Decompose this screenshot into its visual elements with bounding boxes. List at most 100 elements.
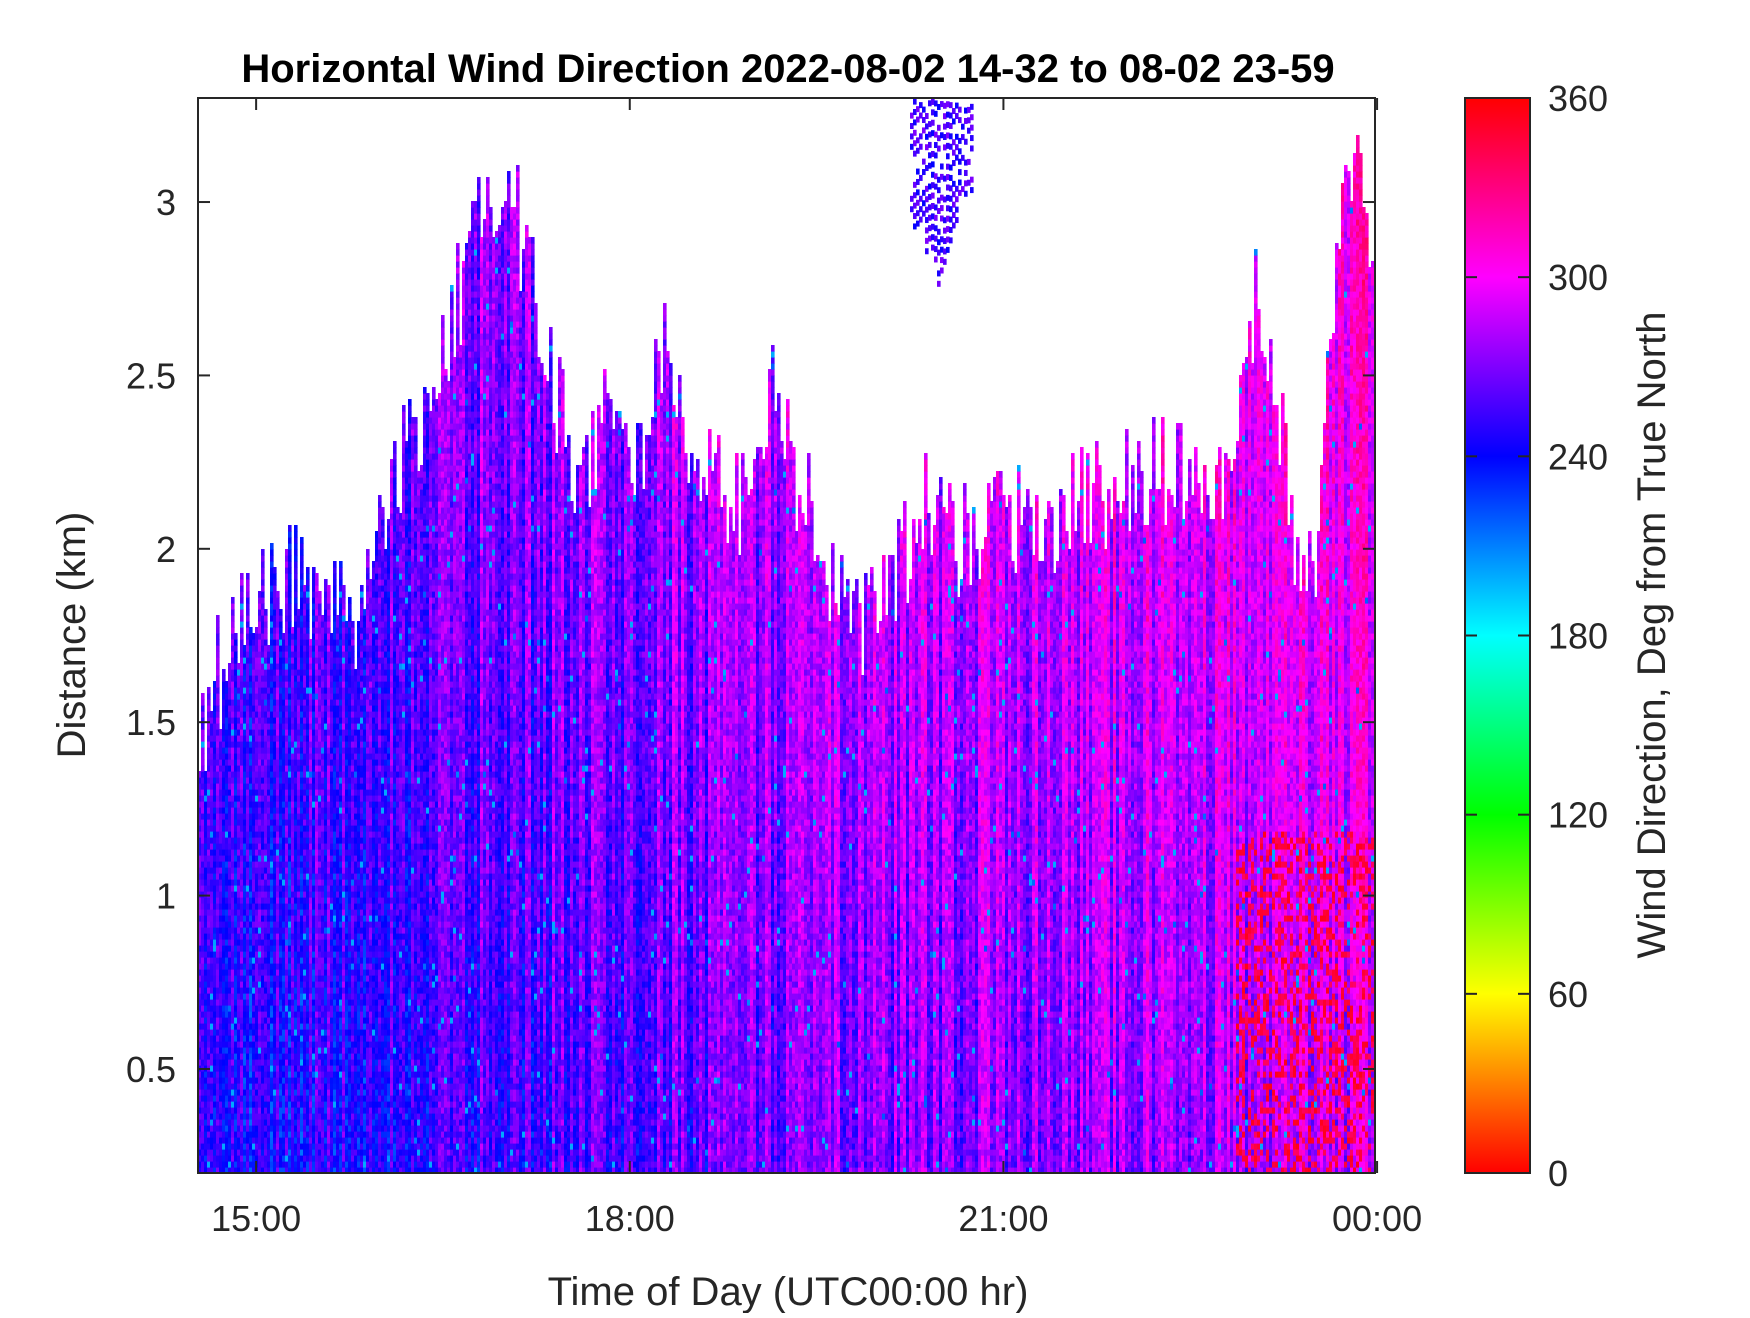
heatmap-cell <box>261 585 265 592</box>
heatmap-cell <box>279 621 283 628</box>
heatmap-cell <box>306 603 310 610</box>
heatmap-cell <box>318 591 322 598</box>
heatmap-cell <box>261 561 265 568</box>
heatmap-cell <box>240 597 244 604</box>
heatmap-cell <box>294 531 298 538</box>
heatmap-cell <box>234 639 238 646</box>
heatmap-cell <box>294 573 298 580</box>
heatmap-cell <box>279 615 283 622</box>
heatmap-cell <box>264 627 268 634</box>
heatmap-cell <box>216 717 220 724</box>
heatmap-cell <box>261 549 265 556</box>
heatmap-cell <box>306 633 310 640</box>
heatmap-cell <box>201 765 205 772</box>
heatmap-cell <box>306 567 310 574</box>
heatmap-cell <box>294 591 298 598</box>
heatmap-cell <box>240 627 244 634</box>
heatmap-cell <box>246 591 250 598</box>
heatmap-cell <box>240 639 244 646</box>
heatmap-cell <box>201 759 205 766</box>
heatmap-cell <box>315 573 319 580</box>
heatmap-cell <box>333 567 337 574</box>
heatmap-cell <box>201 699 205 706</box>
heatmap-cell <box>201 753 205 760</box>
heatmap-cell <box>216 663 220 670</box>
heatmap-cell <box>288 603 292 610</box>
heatmap-cell <box>201 729 205 736</box>
heatmap-cell <box>288 579 292 586</box>
heatmap-cell <box>333 573 337 580</box>
heatmap-cell <box>279 609 283 616</box>
heatmap-cell <box>300 567 304 574</box>
heatmap-cell <box>216 699 220 706</box>
heatmap-cell <box>270 561 274 568</box>
heatmap-cell <box>276 603 280 610</box>
heatmap-cell <box>288 615 292 622</box>
heatmap-cell <box>231 627 235 634</box>
heatmap-cell <box>270 543 274 550</box>
heatmap-cell <box>240 615 244 622</box>
heatmap-cell <box>288 573 292 580</box>
heatmap-cell <box>207 687 211 694</box>
heatmap-cell <box>246 621 250 628</box>
heatmap-cell <box>279 627 283 634</box>
heatmap-cell <box>249 627 253 634</box>
heatmap-cell <box>327 603 331 610</box>
heatmap-cell <box>246 603 250 610</box>
heatmap-cell <box>201 735 205 742</box>
heatmap-cell <box>222 669 226 676</box>
heatmap-cell <box>276 591 280 598</box>
heatmap-cell <box>318 597 322 604</box>
heatmap-cell <box>288 555 292 562</box>
heatmap-cell <box>327 621 331 628</box>
heatmap-cell <box>273 585 277 592</box>
heatmap-cell <box>294 597 298 604</box>
heatmap-cell <box>270 555 274 562</box>
heatmap-cell <box>288 585 292 592</box>
heatmap-cell <box>288 561 292 568</box>
heatmap-cell <box>240 621 244 628</box>
heatmap-cell <box>246 573 250 580</box>
heatmap-cell <box>246 597 250 604</box>
heatmap-cell <box>288 597 292 604</box>
heatmap-cell <box>240 633 244 640</box>
heatmap-cell <box>333 585 337 592</box>
heatmap-cell <box>300 555 304 562</box>
heatmap-cell <box>246 615 250 622</box>
heatmap-cell <box>294 585 298 592</box>
heatmap-cell <box>222 675 226 682</box>
heatmap-cell <box>327 585 331 592</box>
heatmap-cell <box>216 675 220 682</box>
heatmap-cell <box>294 525 298 532</box>
heatmap-cell <box>333 603 337 610</box>
heatmap-cell <box>333 561 337 568</box>
heatmap-cell <box>240 603 244 610</box>
heatmap-cell <box>318 609 322 616</box>
heatmap-cell <box>294 549 298 556</box>
heatmap-cell <box>216 621 220 628</box>
heatmap-cell <box>240 609 244 616</box>
heatmap-cell <box>216 681 220 688</box>
heatmap-cell <box>306 591 310 598</box>
heatmap-cell <box>240 591 244 598</box>
heatmap-cell <box>207 705 211 712</box>
heatmap-cell <box>216 615 220 622</box>
heatmap-cell <box>216 723 220 730</box>
heatmap-cell <box>261 597 265 604</box>
heatmap-cell <box>273 573 277 580</box>
heatmap-cell <box>327 597 331 604</box>
heatmap-cell <box>294 555 298 562</box>
heatmap-cell <box>231 603 235 610</box>
heatmap-cell <box>288 591 292 598</box>
heatmap-cell <box>288 621 292 628</box>
heatmap-cell <box>312 567 316 574</box>
heatmap-cell <box>234 657 238 664</box>
heatmap-cell <box>294 537 298 544</box>
heatmap-cell <box>288 567 292 574</box>
heatmap-cell <box>216 645 220 652</box>
heatmap-cell <box>216 687 220 694</box>
heatmap-area <box>198 99 1378 1174</box>
heatmap-cell <box>333 609 337 616</box>
heatmap-cell <box>261 573 265 580</box>
